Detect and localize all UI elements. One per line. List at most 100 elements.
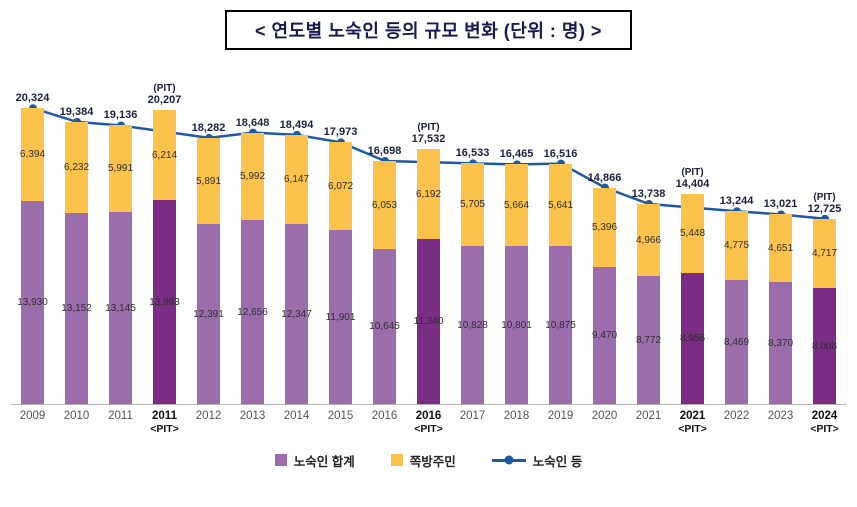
x-axis-label: 2010 <box>63 410 90 422</box>
bar-segment-homeless: 12,347 <box>281 224 312 404</box>
bar-group: (PIT) 12,725 4,717 8,008 <box>803 94 847 404</box>
bar-segment-jjokbang: 5,891 <box>196 138 221 224</box>
bar-segment-homeless: 8,956 <box>680 273 705 404</box>
stacked-bar: 5,448 8,956 <box>680 194 705 404</box>
bar-segment-jjokbang: 5,448 <box>680 194 705 273</box>
chart-title: < 연도별 노숙인 등의 규모 변화 (단위 : 명) > <box>225 10 632 50</box>
bar-segment-jjokbang: 5,991 <box>108 125 133 212</box>
x-axis-label: 2012 <box>195 410 222 422</box>
bar-segment-jjokbang: 6,214 <box>152 110 177 200</box>
bar-segment-jjokbang: 6,072 <box>328 142 353 230</box>
total-value-label: 16,465 <box>499 148 534 161</box>
total-value-label: 13,244 <box>719 195 754 208</box>
stacked-bar: 5,891 12,391 <box>193 138 224 404</box>
legend-item-homeless-total: 노숙인 합계 <box>274 451 355 470</box>
pit-tag: (PIT) <box>153 82 176 94</box>
total-value-label: 18,494 <box>279 119 314 132</box>
legend-label-jjokbang: 쪽방주민 <box>409 454 456 469</box>
bar-group: 18,282 5,891 12,391 <box>187 94 231 404</box>
bar-segment-homeless: 13,930 <box>17 201 48 404</box>
x-axis-label: 2021 <PIT> <box>678 410 707 436</box>
x-axis-label: 2015 <box>327 410 354 422</box>
bar-group: 16,698 6,053 10,645 <box>363 94 407 404</box>
bar-segment-jjokbang: 5,664 <box>504 164 529 246</box>
x-axis-label: 2016 <PIT> <box>414 410 443 436</box>
x-axis-label: 2013 <box>239 410 266 422</box>
bar-group: 14,866 5,396 9,470 <box>583 94 627 404</box>
total-value-label: 20,324 <box>15 92 50 105</box>
bar-group: 16,516 5,641 10,875 <box>539 94 583 404</box>
legend-item-line: 노숙인 등 <box>491 451 583 470</box>
bar-segment-jjokbang: 4,651 <box>768 214 793 282</box>
total-value-label: (PIT) 14,404 <box>662 167 724 191</box>
x-axis-label: 2014 <box>283 410 310 422</box>
legend-line-dot-icon <box>504 455 514 465</box>
x-axis-label: 2021 <box>635 410 662 422</box>
bar-segment-homeless: 9,470 <box>592 267 617 404</box>
x-axis-label: 2011 <box>108 410 133 422</box>
x-axis-label: 2019 <box>547 410 574 422</box>
total-value-label: (PIT) 17,532 <box>398 122 460 146</box>
stacked-bar: 6,232 13,152 <box>61 122 92 404</box>
total-value-label: 18,282 <box>191 122 226 135</box>
stacked-bar: 6,192 11,340 <box>414 149 443 404</box>
legend-swatch-homeless <box>274 454 287 466</box>
bar-segment-homeless: 13,145 <box>105 212 136 404</box>
bar-group: 19,136 5,991 13,145 <box>99 94 143 404</box>
bar-segment-homeless: 8,370 <box>768 282 793 404</box>
legend-item-jjokbang: 쪽방주민 <box>390 451 456 470</box>
x-axis: 2009 2010 2011 2011 <PIT> 2012 2013 2014 2015 201… <box>11 409 847 437</box>
stacked-bar: 4,651 8,370 <box>768 214 793 404</box>
bar-segment-jjokbang: 6,053 <box>372 161 397 249</box>
bar-group: 16,533 5,705 10,828 <box>451 94 495 404</box>
bar-group: (PIT) 14,404 5,448 8,956 <box>671 94 715 404</box>
bar-segment-homeless: 12,656 <box>237 220 268 404</box>
total-value-label: 14,866 <box>587 172 622 185</box>
bar-segment-homeless: 10,645 <box>369 249 400 404</box>
total-value-label: 19,136 <box>103 109 138 122</box>
bar-segment-homeless: 10,801 <box>501 246 532 404</box>
bar-group: 17,973 6,072 11,901 <box>319 94 363 404</box>
bar-group: 20,324 6,394 13,930 <box>11 92 55 404</box>
total-value-label: 16,698 <box>367 145 402 158</box>
bar-segment-jjokbang: 6,232 <box>64 122 89 213</box>
bar-group: 18,648 5,992 12,656 <box>231 94 275 404</box>
legend-label-line: 노숙인 등 <box>532 454 583 469</box>
legend-label-homeless: 노숙인 합계 <box>293 454 355 469</box>
legend-line-swatch-icon <box>491 455 526 465</box>
total-value-label: 16,533 <box>455 147 490 160</box>
bar-segment-homeless: 10,828 <box>457 246 488 404</box>
legend: 노숙인 합계 쪽방주민 노숙인 등 <box>0 451 857 470</box>
bar-segment-homeless: 13,993 <box>149 200 180 404</box>
total-value-label: 19,384 <box>59 106 94 119</box>
bar-segment-jjokbang: 5,992 <box>240 133 265 220</box>
total-value-label: 18,648 <box>235 117 270 130</box>
bar-group: (PIT) 17,532 6,192 11,340 <box>407 94 451 404</box>
bar-segment-jjokbang: 6,394 <box>20 108 45 201</box>
stacked-bar: 6,214 13,993 <box>149 110 180 404</box>
bar-segment-homeless: 8,772 <box>636 276 661 404</box>
bar-segment-jjokbang: 6,147 <box>284 135 309 224</box>
stacked-bar: 5,396 9,470 <box>592 188 617 404</box>
legend-swatch-jjokbang <box>390 454 403 466</box>
bar-group: 18,494 6,147 12,347 <box>275 94 319 404</box>
stacked-bar: 5,705 10,828 <box>457 163 488 404</box>
x-axis-label: 2011 <PIT> <box>150 410 179 436</box>
stacked-bar: 4,966 8,772 <box>636 204 661 404</box>
x-axis-label: 2020 <box>591 410 618 422</box>
bar-group: 13,738 4,966 8,772 <box>627 94 671 404</box>
bar-segment-jjokbang: 6,192 <box>416 149 441 239</box>
pit-tag: (PIT) <box>681 166 704 178</box>
chart-area: 20,324 6,394 13,930 19,384 6,232 13,152 19,136… <box>10 50 847 437</box>
x-axis-label: 2018 <box>503 410 530 422</box>
stacked-bar: 5,992 12,656 <box>237 133 268 404</box>
x-axis-label: 2009 <box>19 410 46 422</box>
total-value-label: (PIT) 20,207 <box>134 83 196 107</box>
bar-group: (PIT) 20,207 6,214 13,993 <box>143 83 187 404</box>
bar-segment-jjokbang: 5,396 <box>592 188 617 267</box>
stacked-bar: 5,641 10,875 <box>545 164 576 404</box>
stacked-bar: 6,072 11,901 <box>326 142 355 404</box>
stacked-bar: 6,053 10,645 <box>369 161 400 404</box>
bar-segment-homeless: 12,391 <box>193 224 224 404</box>
bar-group: 13,021 4,651 8,370 <box>759 94 803 404</box>
